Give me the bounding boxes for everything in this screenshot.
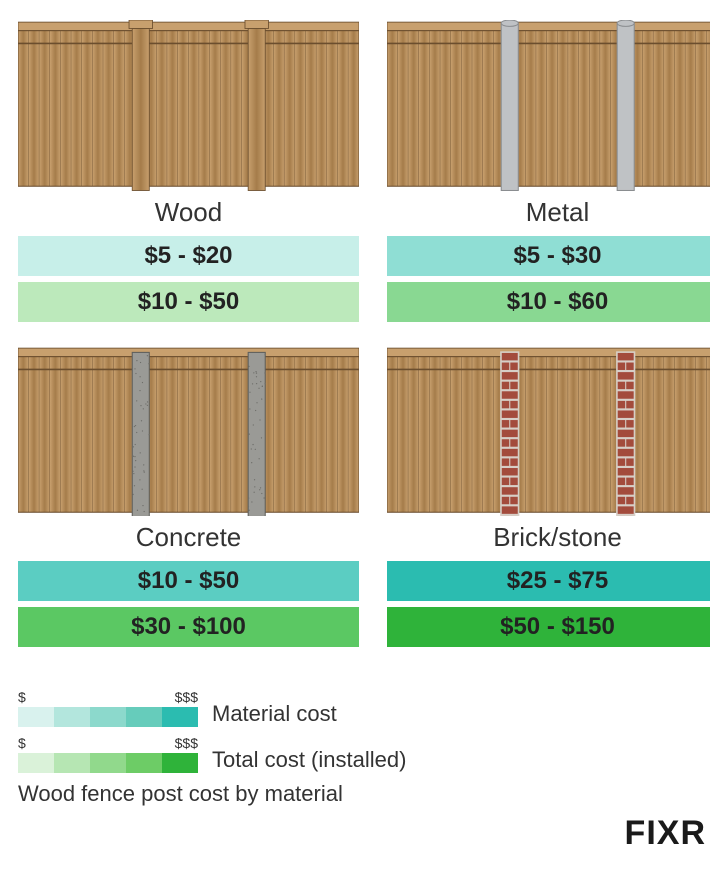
fence-illustration — [18, 20, 359, 191]
legend: $ $$$ Material cost $ $$$ Total cost (in… — [18, 689, 710, 773]
material-name: Wood — [18, 197, 359, 228]
legend-high: $$$ — [175, 689, 198, 705]
caption: Wood fence post cost by material — [18, 781, 710, 807]
total-cost: $10 - $60 — [387, 282, 710, 322]
material-cost: $25 - $75 — [387, 561, 710, 601]
material-cost: $10 - $50 — [18, 561, 359, 601]
fence-illustration — [387, 346, 710, 517]
material-cost: $5 - $30 — [387, 236, 710, 276]
material-cell: Concrete $10 - $50 $30 - $100 — [18, 346, 359, 654]
material-name: Metal — [387, 197, 710, 228]
material-name: Concrete — [18, 522, 359, 553]
legend-high-2: $$$ — [175, 735, 198, 751]
total-cost: $30 - $100 — [18, 607, 359, 647]
fence-illustration — [387, 20, 710, 191]
total-cost: $50 - $150 — [387, 607, 710, 647]
teal-scale — [18, 707, 198, 727]
material-cell: Metal $5 - $30 $10 - $60 — [387, 20, 710, 328]
material-name: Brick/stone — [387, 522, 710, 553]
material-cell: Brick/stone $25 - $75 $50 - $150 — [387, 346, 710, 654]
green-scale — [18, 753, 198, 773]
legend-low: $ — [18, 689, 26, 705]
materials-grid: Wood $5 - $20 $10 - $50 Metal $5 - $30 $10 -… — [18, 20, 710, 653]
legend-material-label: Material cost — [212, 701, 337, 727]
legend-low-2: $ — [18, 735, 26, 751]
material-cell: Wood $5 - $20 $10 - $50 — [18, 20, 359, 328]
material-cost: $5 - $20 — [18, 236, 359, 276]
legend-total-label: Total cost (installed) — [212, 747, 406, 773]
brand-logo: FIXR — [625, 814, 706, 853]
total-cost: $10 - $50 — [18, 282, 359, 322]
fence-illustration — [18, 346, 359, 517]
